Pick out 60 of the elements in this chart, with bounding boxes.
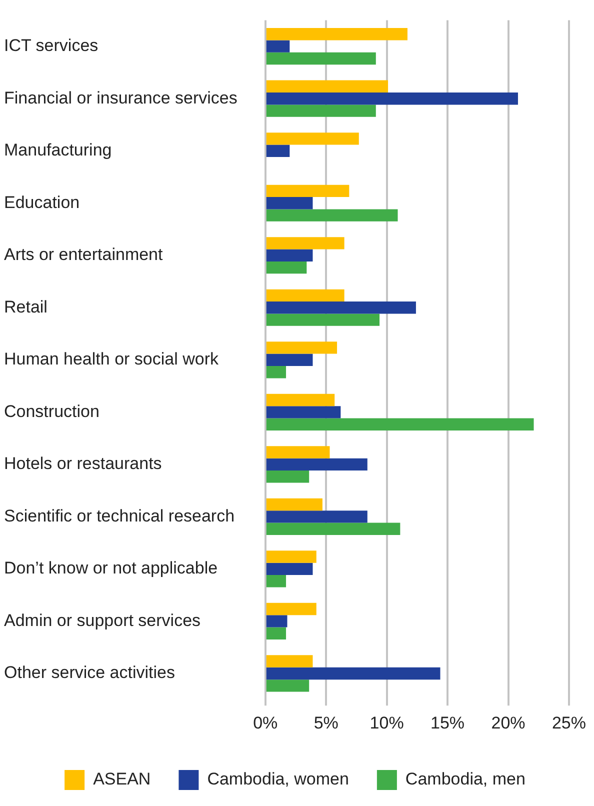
x-tick-label: 15% xyxy=(430,713,465,732)
bar xyxy=(266,342,338,354)
bar xyxy=(266,470,310,483)
bar xyxy=(266,522,400,535)
bar xyxy=(266,104,376,117)
bar xyxy=(266,237,344,250)
bar xyxy=(266,354,313,366)
bar xyxy=(266,144,290,157)
bar xyxy=(266,249,313,262)
x-tick-label: 5% xyxy=(314,713,338,732)
bar xyxy=(266,498,322,511)
y-tick-label: Manufacturing xyxy=(4,140,112,160)
x-tick-label: 20% xyxy=(491,713,526,732)
bar xyxy=(266,394,335,406)
y-tick-label: Admin or support services xyxy=(4,610,201,630)
bar xyxy=(266,627,286,640)
bar xyxy=(266,550,316,563)
bar xyxy=(266,562,313,576)
bar xyxy=(266,446,330,458)
bar xyxy=(266,261,307,274)
y-tick-label: Don’t know or not applicable xyxy=(4,558,218,578)
bar xyxy=(266,418,534,430)
bar xyxy=(266,289,344,302)
bar xyxy=(266,314,380,326)
bar xyxy=(266,132,359,145)
x-tick-label: 10% xyxy=(370,713,404,732)
bar xyxy=(266,52,376,65)
bar xyxy=(266,575,286,588)
legend-label: Cambodia, men xyxy=(405,770,526,789)
bar xyxy=(266,209,398,222)
y-tick-label: Construction xyxy=(4,402,100,421)
x-tick-label: 25% xyxy=(552,713,586,732)
y-tick-label: Other service activities xyxy=(4,663,175,682)
bar xyxy=(266,92,518,105)
legend-label: ASEAN xyxy=(93,770,151,789)
y-tick-label: Retail xyxy=(4,297,48,316)
bar xyxy=(266,40,290,52)
y-tick-label: Scientific or technical research xyxy=(4,506,235,526)
bar xyxy=(266,197,313,210)
bar xyxy=(266,184,350,198)
bar xyxy=(266,28,408,40)
bar xyxy=(266,655,313,668)
y-tick-label: Human health or social work xyxy=(4,350,219,369)
y-tick-label: Hotels or restaurants xyxy=(4,454,162,474)
bar xyxy=(266,615,288,628)
y-tick-label: ICT services xyxy=(4,36,98,56)
y-tick-label: Arts or entertainment xyxy=(4,245,164,264)
bar xyxy=(266,510,368,523)
bar xyxy=(266,80,388,92)
bar xyxy=(266,667,440,680)
bar xyxy=(266,680,310,692)
x-tick-label: 0% xyxy=(253,713,278,732)
y-tick-label: Financial or insurance services xyxy=(4,88,238,108)
legend-label: Cambodia, women xyxy=(207,770,349,789)
bar xyxy=(266,458,368,471)
bar xyxy=(266,302,416,314)
bar xyxy=(266,602,316,616)
y-tick-label: Education xyxy=(4,192,80,212)
bar xyxy=(266,366,286,378)
bar xyxy=(266,406,341,418)
